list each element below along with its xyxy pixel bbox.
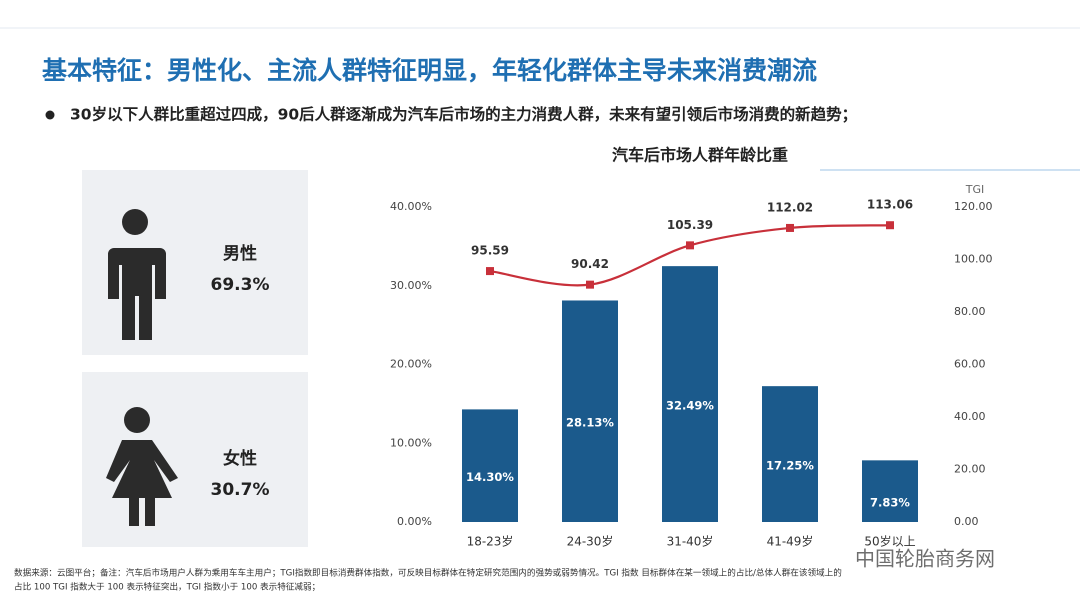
tgi-marker: [586, 280, 594, 289]
female-value: 30.7%: [211, 480, 270, 500]
bar-value-label: 14.30%: [466, 470, 514, 484]
tgi-value-label: 112.02: [767, 200, 813, 214]
tgi-value-label: 113.06: [867, 198, 913, 212]
footnote: 数据来源：云图平台；备注：汽车后市场用户人群为乘用车车主用户；TGI指数即目标消…: [14, 567, 842, 579]
y2-tick-label: 60.00: [954, 358, 986, 371]
bullet-dot: [45, 110, 55, 120]
tgi-value-label: 95.59: [471, 244, 509, 258]
male-value: 69.3%: [211, 275, 270, 295]
x-tick-label: 18-23岁: [467, 534, 514, 549]
male-icon: [108, 209, 166, 340]
bar-value-label: 17.25%: [766, 459, 814, 473]
bar-value-label: 28.13%: [566, 416, 614, 430]
x-tick-label: 24-30岁: [567, 534, 614, 549]
bar: [562, 300, 618, 522]
bar: [862, 460, 918, 522]
y2-tick-label: 40.00: [954, 410, 986, 423]
x-tick-label: 31-40岁: [667, 534, 714, 549]
bar-value-label: 32.49%: [666, 399, 714, 413]
slide-title: 基本特征：男性化、主流人群特征明显，年轻化群体主导未来消费潮流: [42, 56, 817, 85]
y-tick-label: 40.00%: [390, 200, 432, 213]
tgi-marker: [686, 241, 694, 250]
bar: [762, 386, 818, 522]
tgi-marker: [486, 267, 494, 276]
tgi-marker: [886, 221, 894, 230]
bar: [462, 409, 518, 522]
bar-value-label: 7.83%: [870, 496, 910, 510]
bar: [662, 266, 718, 522]
x-tick-label: 41-49岁: [767, 534, 814, 549]
y2-tick-label: 80.00: [954, 305, 986, 318]
chart-title: 汽车后市场人群年龄比重: [612, 146, 788, 165]
male-label: 男性: [223, 243, 257, 264]
tgi-value-label: 105.39: [667, 218, 713, 232]
x-tick-label: 50岁以上: [864, 534, 915, 549]
female-icon: [106, 407, 178, 526]
watermark: 中国轮胎商务网: [855, 547, 995, 571]
y-tick-label: 20.00%: [390, 358, 432, 371]
y-tick-label: 30.00%: [390, 279, 432, 292]
female-label: 女性: [223, 448, 257, 469]
bullet-text: 30岁以下人群比重超过四成，90后人群逐渐成为汽车后市场的主力消费人群，未来有望…: [70, 105, 857, 124]
y2-tick-label: 120.00: [954, 200, 993, 213]
y2-axis-label: TGI: [965, 183, 985, 196]
y2-tick-label: 20.00: [954, 463, 986, 476]
tgi-marker: [786, 223, 794, 232]
y-tick-label: 0.00%: [397, 515, 432, 528]
y2-tick-label: 0.00: [954, 515, 979, 528]
footnote: 占比 100 TGI 指数大于 100 表示特征突出，TGI 指数小于 100 …: [14, 581, 320, 593]
y2-tick-label: 100.00: [954, 253, 993, 266]
y-tick-label: 10.00%: [390, 436, 432, 449]
tgi-value-label: 90.42: [571, 257, 609, 271]
